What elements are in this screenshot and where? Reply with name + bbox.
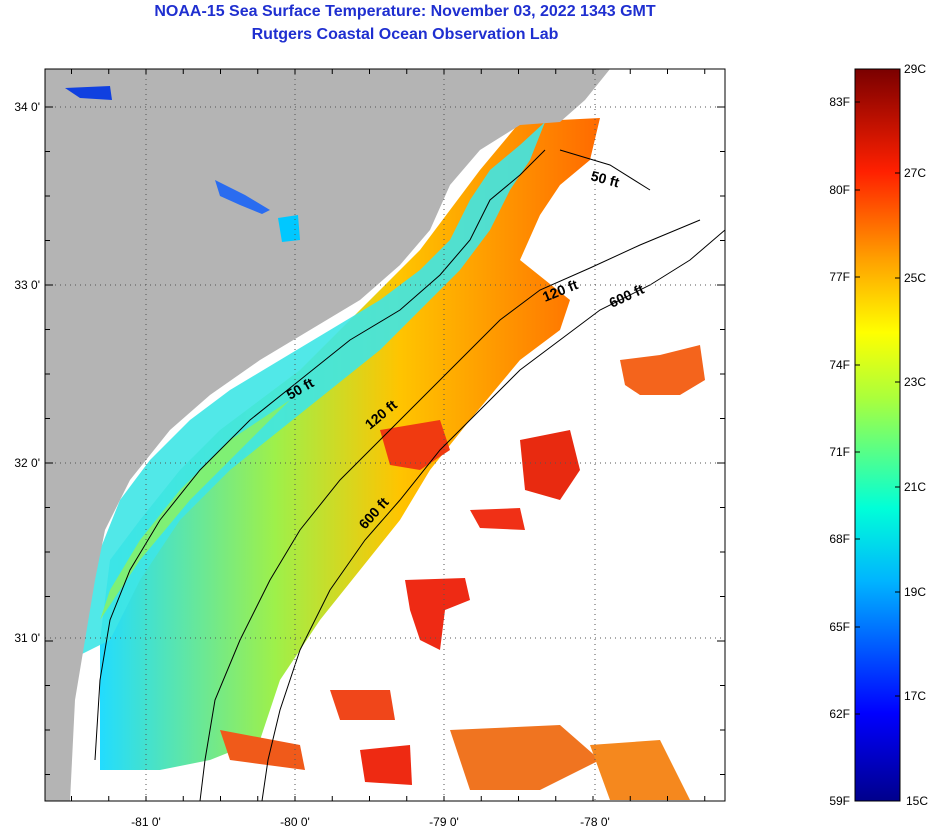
land-mass [45, 69, 610, 801]
contour-600ft [261, 229, 725, 801]
inland-water [65, 86, 112, 100]
colorbar-gradient [854, 68, 901, 802]
lon-label: -79 0' [429, 815, 459, 829]
lat-label: 33 0' [14, 278, 40, 292]
sst-shelf-warm [100, 118, 600, 770]
colorbar-f-label: 83F [829, 95, 850, 109]
colorbar-f-label: 71F [829, 445, 850, 459]
colorbar-f-label: 77F [829, 270, 850, 284]
sst-patch [590, 740, 690, 800]
colorbar-f-label: 80F [829, 183, 850, 197]
colorbar-c-label: 23C [904, 375, 926, 389]
sst-patch [220, 730, 305, 770]
lat-label: 32 0' [14, 456, 40, 470]
map-title: NOAA-15 Sea Surface Temperature: Novembe… [154, 3, 656, 20]
lon-label: -81 0' [131, 815, 161, 829]
sst-patch [380, 420, 450, 470]
lon-label: -80 0' [280, 815, 310, 829]
colorbar-c-label: 17C [904, 689, 926, 703]
graticule [45, 69, 725, 801]
lon-label: -78 0' [580, 815, 610, 829]
contour-label: 50 ft [589, 167, 621, 190]
colorbar-f-label: 59F [829, 794, 850, 808]
inland-water [215, 180, 270, 214]
colorbar-c-label: 29C [904, 62, 926, 76]
colorbar-c-label: 27C [904, 166, 926, 180]
colorbar-f-label: 65F [829, 620, 850, 634]
map-subtitle: Rutgers Coastal Ocean Observation Lab [251, 26, 559, 43]
colorbar-c-label: 19C [904, 585, 926, 599]
sst-patch [360, 745, 412, 785]
sst-patch [450, 725, 600, 790]
lat-label: 34 0' [14, 100, 40, 114]
colorbar: 83F 80F 77F 74F 71F 68F 65F 62F 59F 29C … [829, 62, 928, 808]
colorbar-c-label: 25C [904, 271, 926, 285]
colorbar-c-label: 15C [906, 794, 928, 808]
sst-patch [470, 508, 525, 530]
map-frame [44, 68, 726, 802]
colorbar-f-label: 62F [829, 707, 850, 721]
contour-50ft [94, 149, 651, 761]
sst-patch [520, 430, 580, 500]
sst-patch [405, 578, 470, 650]
colorbar-c-label: 21C [904, 480, 926, 494]
sst-patch [330, 690, 395, 720]
colorbar-f-label: 68F [829, 532, 850, 546]
colorbar-f-label: 74F [829, 358, 850, 372]
lat-label: 31 0' [14, 631, 40, 645]
sst-nearshore-cool [70, 122, 545, 660]
axis-ticks [45, 69, 725, 801]
inland-water [278, 215, 300, 242]
contour-120ft [199, 219, 701, 801]
sst-patch [620, 345, 705, 395]
